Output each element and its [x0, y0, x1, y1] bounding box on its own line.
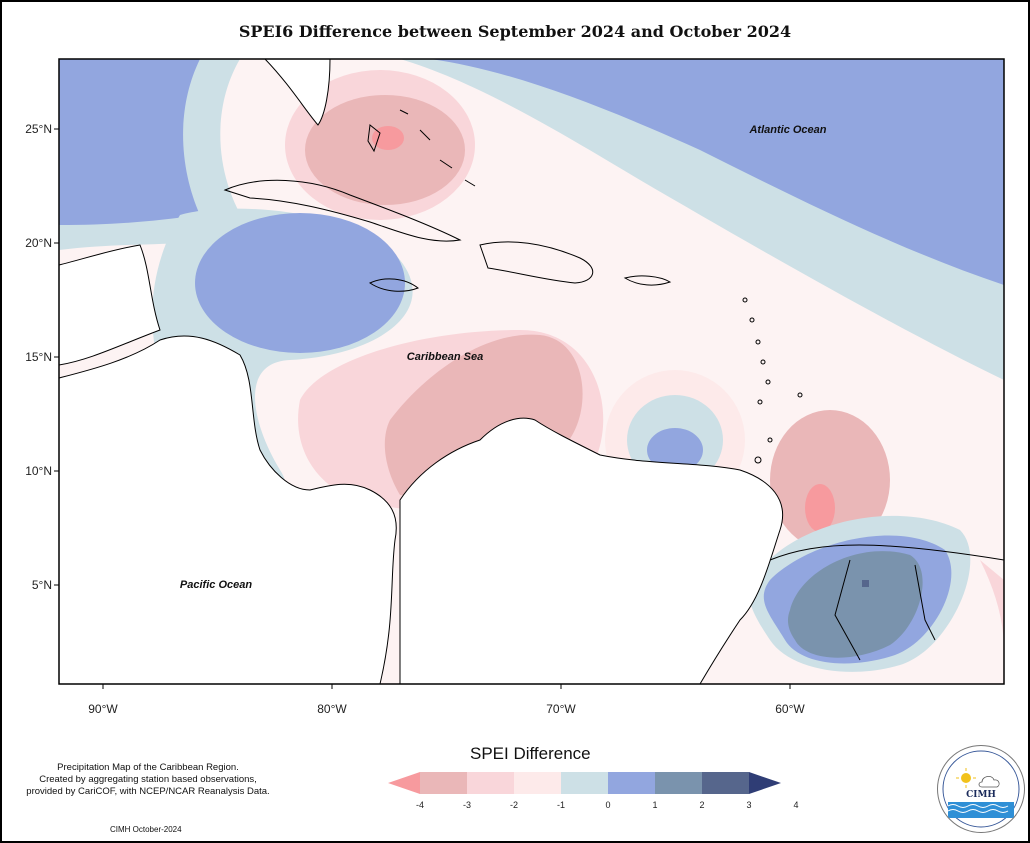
logo-text: CIMH [966, 790, 996, 800]
legend-tick-label: 4 [793, 800, 798, 810]
lat-axis: 25°N 20°N 15°N 10°N 5°N [25, 122, 59, 592]
legend-tick-label: -2 [510, 800, 518, 810]
lat-tick-label: 15°N [25, 350, 52, 364]
sun-icon [961, 773, 971, 783]
legend-tick-label: -3 [463, 800, 471, 810]
legend-swatch [608, 772, 655, 794]
cloud-icon [978, 776, 1000, 788]
footnote: Precipitation Map of the Caribbean Regio… [8, 762, 288, 798]
atlantic-ocean-label: Atlantic Ocean [748, 124, 826, 136]
legend-tick-label: -4 [416, 800, 424, 810]
lon-axis: 90°W 80°W 70°W 60°W [88, 684, 805, 716]
footnote-line: provided by CariCOF, with NCEP/NCAR Rean… [26, 786, 270, 797]
cimh-logo-graphic [942, 750, 1020, 828]
lat-tick-label: 5°N [32, 578, 52, 592]
legend-tick-label: 0 [605, 800, 610, 810]
legend-swatch [514, 772, 561, 794]
legend-swatch [420, 772, 467, 794]
spei-field [59, 59, 1004, 684]
figure-title: SPEI6 Difference between September 2024 … [238, 22, 792, 41]
legend-swatch [467, 772, 514, 794]
legend-title: SPEI Difference [470, 744, 591, 763]
legend-tick-label: -1 [557, 800, 565, 810]
lat-tick-label: 20°N [25, 236, 52, 250]
legend-swatch [655, 772, 702, 794]
legend-swatch [561, 772, 608, 794]
legend-arrow-left [388, 772, 420, 794]
pacific-ocean-label: Pacific Ocean [180, 579, 252, 591]
legend-arrow-right [749, 772, 781, 794]
lon-tick-label: 70°W [546, 702, 576, 716]
lat-tick-label: 10°N [25, 464, 52, 478]
lon-tick-label: 90°W [88, 702, 118, 716]
legend-tick-label: 2 [699, 800, 704, 810]
legend-swatch [702, 772, 749, 794]
legend-tick-label: 1 [652, 800, 657, 810]
caribbean-sea-label: Caribbean Sea [407, 351, 483, 363]
lon-tick-label: 80°W [317, 702, 347, 716]
footnote-credit: CIMH October-2024 [110, 825, 182, 834]
legend-tick-label: 3 [746, 800, 751, 810]
map-border [58, 58, 1005, 685]
lat-tick-label: 25°N [25, 122, 52, 136]
footnote-line: Precipitation Map of the Caribbean Regio… [57, 762, 239, 773]
cimh-logo: CIMH [937, 745, 1025, 833]
footnote-line: Created by aggregating station based obs… [39, 774, 257, 785]
legend-colorbar: -4 -3 -2 -1 0 1 2 3 4 [388, 772, 799, 810]
lon-tick-label: 60°W [775, 702, 805, 716]
